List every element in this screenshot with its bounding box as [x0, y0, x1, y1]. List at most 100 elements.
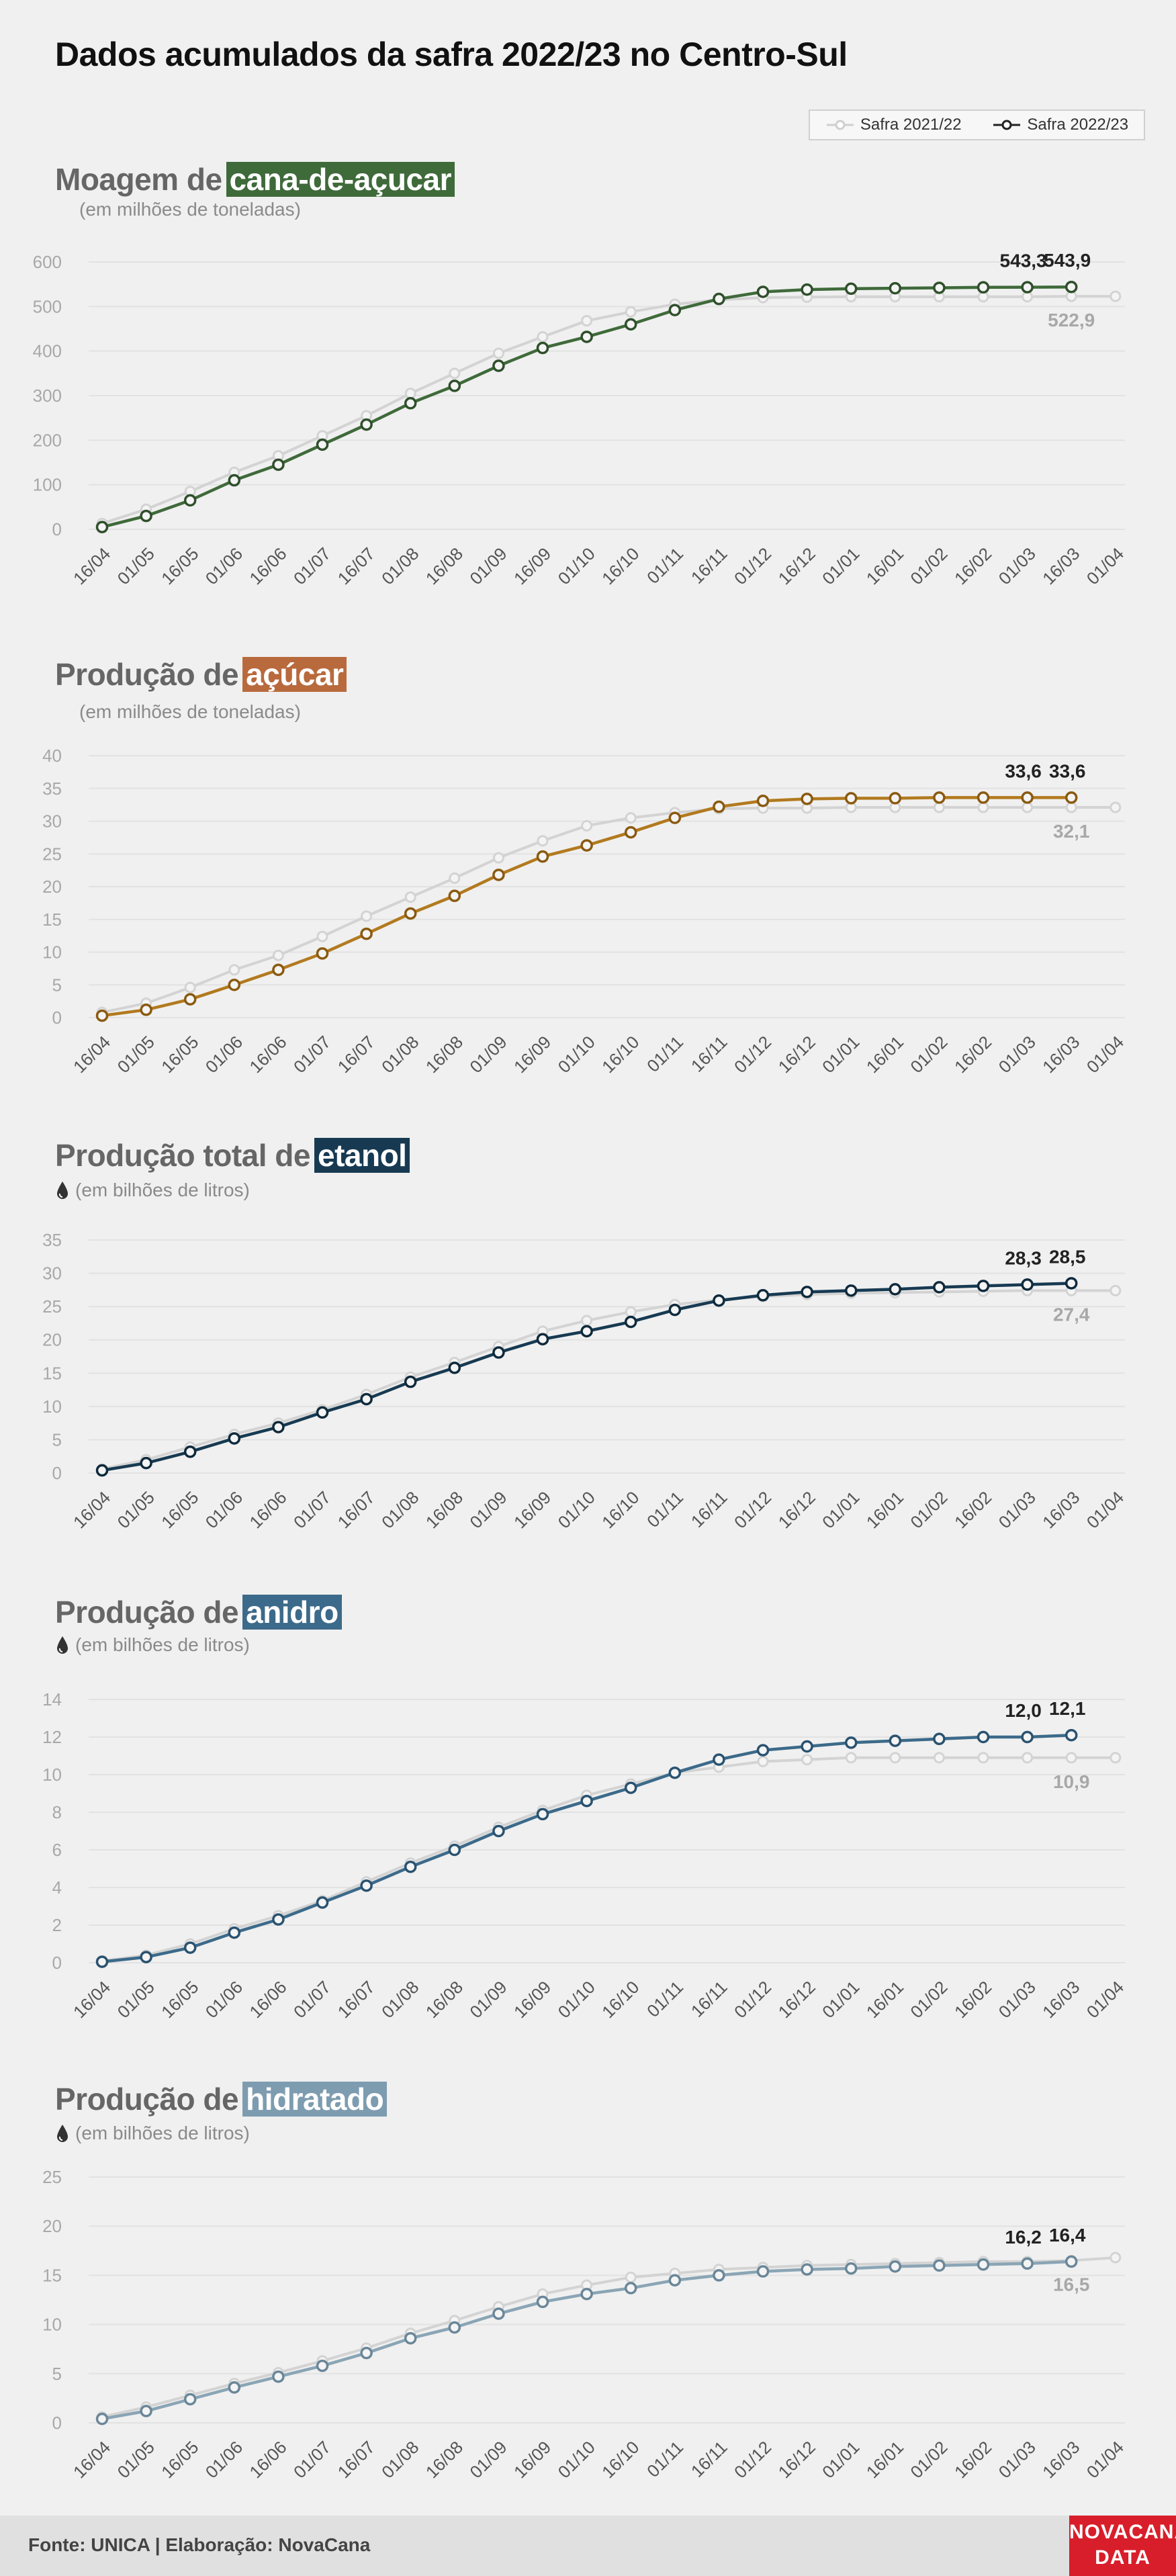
x-tick-label: 01/05 [114, 1977, 159, 2022]
data-point [537, 330, 549, 343]
x-tick-label: 16/01 [862, 1487, 907, 1532]
data-point [316, 2359, 329, 2372]
y-tick-label: 12 [42, 1727, 62, 1747]
panel-title-prefix: Produção de [55, 657, 239, 692]
x-tick-label: 01/06 [201, 1977, 246, 2022]
x-tick-label: 16/08 [422, 1487, 467, 1532]
data-point [801, 793, 813, 805]
data-point [449, 367, 461, 380]
x-tick-label: 01/10 [554, 1487, 599, 1532]
x-tick-label: 01/07 [289, 1487, 334, 1532]
data-point [757, 1755, 769, 1767]
panel-title-prefix: Produção total de [55, 1138, 310, 1173]
data-point [713, 1294, 725, 1307]
series-line-2021-22 [101, 295, 1116, 525]
data-point [668, 304, 682, 316]
x-tick-label: 16/02 [950, 543, 995, 588]
data-point [801, 283, 813, 296]
x-tick-label: 01/02 [906, 543, 951, 588]
y-tick-label: 30 [42, 1263, 62, 1284]
panel-subtitle-text: (em bilhões de litros) [75, 1180, 250, 1200]
data-point [1022, 801, 1034, 813]
x-tick-label: 16/12 [774, 543, 819, 588]
y-tick-label: 4 [52, 1877, 62, 1898]
x-tick-label: 16/09 [510, 543, 555, 588]
panel-title-highlight: açúcar [242, 657, 347, 692]
panel-title-acucar: Produção de açúcar [55, 656, 347, 693]
data-point [668, 811, 682, 824]
y-tick-label: 20 [42, 1330, 62, 1350]
data-point [756, 1744, 770, 1757]
data-point [140, 1951, 152, 1963]
x-tick-label: 16/10 [598, 1487, 643, 1532]
x-tick-label: 16/06 [245, 1487, 290, 1532]
x-tick-label: 01/03 [995, 1032, 1040, 1077]
data-point [404, 1375, 417, 1388]
data-point [536, 1808, 549, 1821]
x-tick-label: 16/06 [245, 1032, 290, 1077]
data-point [228, 2381, 241, 2394]
x-tick-label: 01/10 [554, 1032, 599, 1077]
x-tick-label: 16/07 [334, 1487, 379, 1532]
x-tick-label: 16/03 [1038, 543, 1083, 588]
logo-line-1: NOVACANA [1069, 2521, 1176, 2543]
data-point [889, 1734, 902, 1747]
x-tick-label: 01/10 [554, 2437, 599, 2482]
data-point [933, 791, 946, 804]
data-label: 12,0 [1005, 1700, 1042, 1721]
x-tick-label: 16/11 [687, 1487, 731, 1531]
data-point [404, 397, 417, 410]
data-point [272, 1421, 285, 1433]
y-tick-label: 600 [33, 252, 62, 272]
data-point [977, 1752, 989, 1764]
panel-subtitle-text: (em bilhões de litros) [75, 2123, 250, 2143]
y-tick-label: 35 [42, 779, 62, 799]
x-tick-label: 01/05 [114, 1032, 159, 1077]
legend-swatch-2021-22 [826, 120, 854, 130]
x-tick-label: 01/06 [201, 2437, 246, 2482]
x-tick-label: 01/03 [995, 543, 1040, 588]
data-label: 28,5 [1049, 1246, 1086, 1267]
data-point [756, 285, 770, 298]
x-tick-label: 01/06 [201, 543, 246, 588]
x-tick-label: 01/06 [201, 1487, 246, 1532]
x-tick-label: 16/08 [422, 1032, 467, 1077]
data-point [404, 891, 416, 903]
x-tick-label: 16/05 [157, 2437, 202, 2482]
panel-subtitle: (em bilhões de litros) [55, 2123, 250, 2144]
data-point [183, 2393, 197, 2406]
data-point [624, 1781, 637, 1794]
data-label: 27,4 [1053, 1304, 1090, 1325]
data-point [228, 1432, 241, 1445]
y-tick-label: 35 [42, 1230, 62, 1250]
data-point [316, 1406, 329, 1419]
data-point [360, 418, 373, 431]
data-label: 543,3 [1000, 251, 1047, 271]
x-tick-label: 16/11 [687, 1032, 731, 1076]
x-tick-label: 01/07 [289, 1977, 334, 2022]
novacana-data-logo[interactable]: NOVACANA DATA [1069, 2516, 1176, 2576]
x-tick-label: 01/08 [377, 1032, 422, 1077]
x-tick-label: 16/08 [422, 543, 467, 588]
data-point [536, 341, 549, 355]
data-point [977, 1730, 990, 1744]
x-tick-label: 16/02 [950, 1487, 995, 1532]
x-tick-label: 01/01 [818, 1487, 863, 1532]
data-point [228, 964, 240, 976]
data-point [492, 1824, 505, 1838]
data-point [977, 281, 990, 294]
panel-subtitle: (em bilhões de litros) [55, 1634, 250, 1656]
x-tick-label: 01/09 [465, 1032, 510, 1077]
data-point [933, 281, 946, 294]
panel-subtitle-text: (em bilhões de litros) [75, 1634, 250, 1655]
data-label: 33,6 [1005, 760, 1042, 781]
y-tick-label: 40 [42, 746, 62, 766]
data-point [801, 1286, 813, 1298]
x-tick-label: 01/01 [818, 1032, 863, 1077]
x-tick-label: 16/04 [69, 1032, 114, 1077]
x-tick-label: 01/11 [643, 1032, 687, 1076]
y-tick-label: 20 [42, 877, 62, 897]
x-tick-label: 16/07 [334, 1032, 379, 1077]
x-tick-label: 01/12 [730, 1977, 775, 2022]
data-point [1021, 1730, 1034, 1744]
